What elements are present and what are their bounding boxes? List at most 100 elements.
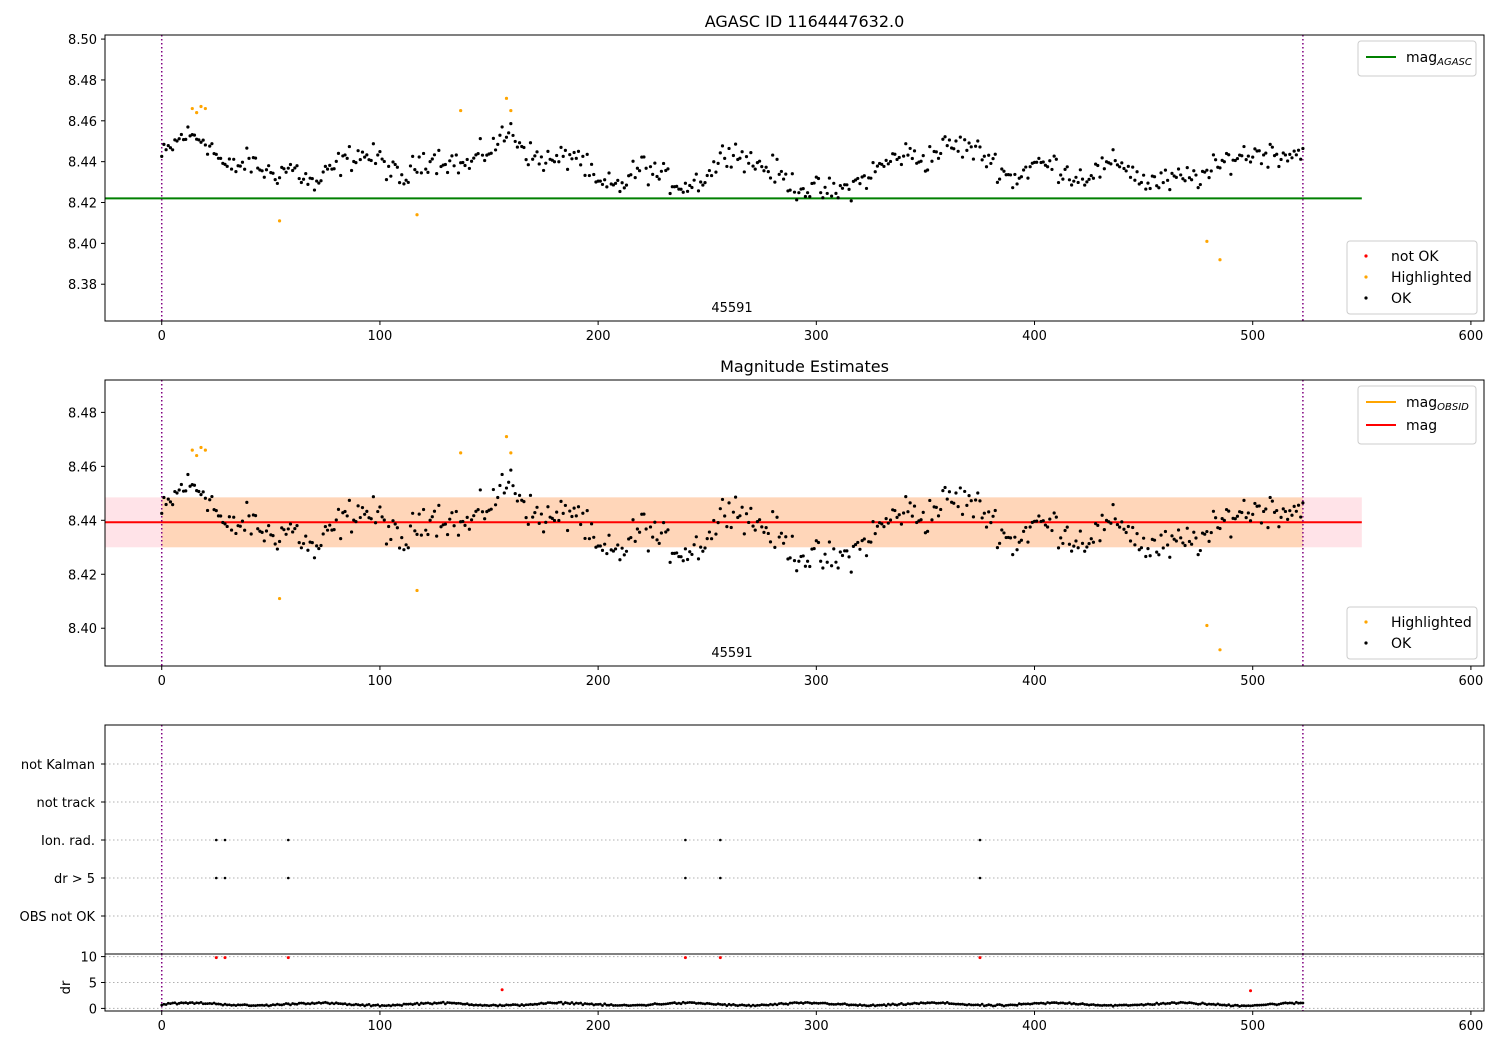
ok-point (875, 524, 880, 528)
dr-point (703, 1002, 707, 1006)
ok-point (1087, 542, 1091, 546)
ok-point (751, 164, 755, 168)
ok-point (295, 164, 299, 168)
ok-point (666, 528, 670, 532)
ok-point (184, 137, 188, 141)
dr-point (190, 1001, 194, 1004)
dr-point (705, 1001, 709, 1005)
ok-point (1299, 157, 1303, 161)
ok-point (967, 494, 971, 498)
ok-point (871, 161, 875, 165)
dr-point (511, 1003, 515, 1006)
ok-point (572, 150, 576, 155)
ok-point (1275, 152, 1279, 156)
dr-point (830, 1002, 833, 1006)
dr-point (965, 1003, 969, 1007)
ok-point (978, 499, 982, 503)
dr-point (478, 1003, 482, 1007)
ok-point (701, 183, 705, 187)
dr-point (356, 1003, 360, 1007)
dr-point (369, 1004, 373, 1008)
ok-point (415, 532, 419, 536)
ok-point (469, 159, 474, 163)
ok-point (358, 157, 362, 162)
dr-point (950, 1002, 954, 1005)
ok-point (600, 182, 605, 187)
ok-point (264, 168, 269, 172)
dr-point (1072, 1002, 1076, 1005)
dr-point (651, 1002, 655, 1006)
dr-point (670, 1001, 674, 1005)
ok-point (1222, 160, 1226, 164)
ok-point (1115, 163, 1120, 167)
ok-point (1242, 498, 1246, 502)
ok-point (941, 489, 945, 493)
ok-point (989, 161, 993, 166)
dr-point (1183, 1001, 1187, 1005)
dr-point (598, 1002, 602, 1006)
ok-point (692, 178, 696, 182)
ok-point (733, 142, 738, 146)
ok-point (1185, 526, 1189, 530)
dr-point (574, 1001, 578, 1005)
ok-point (768, 176, 773, 180)
ok-point (225, 164, 229, 168)
x-tick-label: 0 (158, 329, 166, 344)
ok-point (1046, 165, 1050, 169)
ok-point (210, 494, 214, 499)
dr-point (241, 1003, 244, 1007)
dr-point (969, 1003, 973, 1007)
dr-point (323, 1000, 327, 1004)
dr-point (814, 1001, 818, 1005)
ok-point (1205, 529, 1209, 534)
ok-point (349, 168, 354, 173)
dr-point (1076, 1002, 1080, 1006)
ok-point (607, 533, 611, 537)
ok-point (402, 182, 406, 186)
ok-point (1251, 155, 1255, 159)
dr-point (1233, 1003, 1237, 1007)
ok-point (834, 191, 838, 195)
ok-point (437, 503, 441, 507)
dr-point (417, 1003, 421, 1007)
dr-point (1181, 1001, 1185, 1004)
dr-point (1164, 1002, 1167, 1006)
ok-point (934, 150, 938, 154)
y-tick-label: 8.44 (68, 514, 97, 529)
dr-point (985, 1004, 988, 1007)
ok-point (1067, 178, 1072, 182)
dr-point (828, 1002, 831, 1006)
ok-point (1283, 509, 1288, 514)
ok-point (797, 191, 801, 195)
ok-point (393, 162, 397, 167)
ok-point (707, 168, 712, 173)
ok-point (297, 176, 301, 181)
ok-point (463, 523, 467, 527)
ok-point (685, 557, 690, 562)
ok-point (162, 495, 166, 500)
dr-point (566, 1001, 569, 1005)
ok-point (585, 509, 589, 513)
ok-point (1120, 520, 1124, 524)
ok-point (1227, 509, 1231, 513)
ok-point (535, 150, 539, 154)
ok-point (1181, 177, 1185, 181)
dr-point (1059, 1001, 1063, 1005)
ok-point (777, 535, 781, 539)
dr-point (660, 1003, 663, 1006)
ok-point (1262, 153, 1266, 157)
ok-point (945, 497, 949, 501)
ok-point (589, 522, 594, 526)
ok-point (426, 170, 430, 175)
ok-point (1294, 509, 1298, 513)
dr-point (334, 1001, 338, 1005)
dr-point (184, 1001, 188, 1005)
dr-point (756, 1003, 759, 1007)
ok-point (321, 532, 325, 536)
dr-point (485, 1003, 489, 1007)
dr-point (646, 1003, 650, 1007)
dr-point (1264, 1003, 1268, 1007)
ok-point (413, 529, 417, 533)
ok-point (731, 153, 736, 158)
dr-point (374, 1003, 377, 1007)
